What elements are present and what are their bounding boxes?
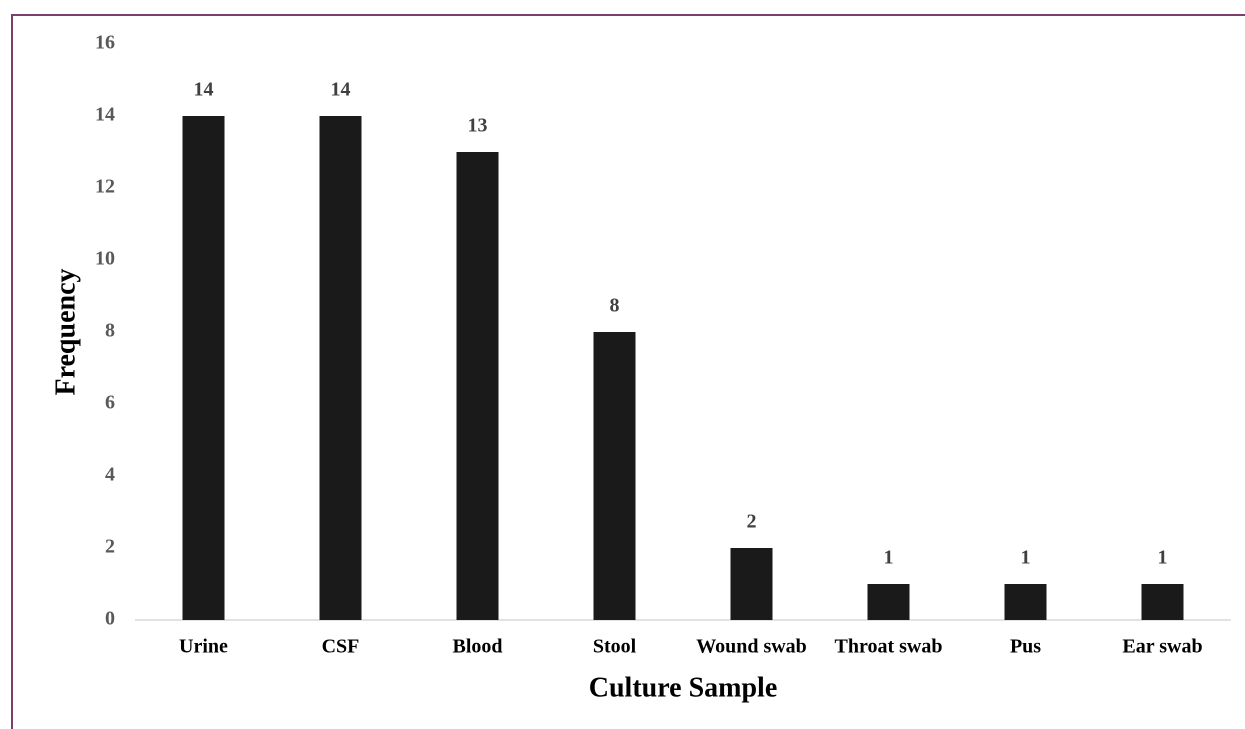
y-axis-title: Frequency <box>50 268 81 395</box>
x-tick-label: Blood <box>452 636 502 658</box>
x-tick-label: Stool <box>593 636 637 658</box>
y-tick-label: 2 <box>105 536 115 558</box>
x-tick-label: Throat swab <box>835 636 943 658</box>
x-axis-title: Culture Sample <box>589 672 778 703</box>
y-tick-label: 4 <box>105 464 115 486</box>
bar <box>1141 584 1184 620</box>
x-tick-label: CSF <box>322 636 360 658</box>
frame <box>11 14 1245 729</box>
bar <box>593 332 636 620</box>
bar <box>456 152 499 620</box>
data-label: 1 <box>1021 547 1031 569</box>
bar <box>730 548 773 620</box>
x-tick-label: Ear swab <box>1122 636 1202 658</box>
data-label: 13 <box>468 115 488 137</box>
y-tick-label: 10 <box>95 248 115 270</box>
y-tick-label: 6 <box>105 392 115 414</box>
data-label: 1 <box>884 547 894 569</box>
bar <box>867 584 910 620</box>
y-tick-label: 14 <box>95 104 115 126</box>
data-label: 2 <box>747 511 757 533</box>
x-tick-label: Urine <box>179 636 228 658</box>
y-tick-label: 8 <box>105 320 115 342</box>
data-label: 14 <box>331 79 351 101</box>
data-label: 8 <box>610 295 620 317</box>
data-label: 1 <box>1158 547 1168 569</box>
bar <box>319 116 362 620</box>
data-label: 14 <box>194 79 214 101</box>
y-tick-label: 16 <box>95 32 115 54</box>
y-tick-label: 0 <box>105 608 115 630</box>
bar <box>1004 584 1047 620</box>
x-tick-label: Pus <box>1010 636 1041 658</box>
bar <box>182 116 225 620</box>
x-tick-label: Wound swab <box>696 636 807 658</box>
y-tick-label: 12 <box>95 176 115 198</box>
